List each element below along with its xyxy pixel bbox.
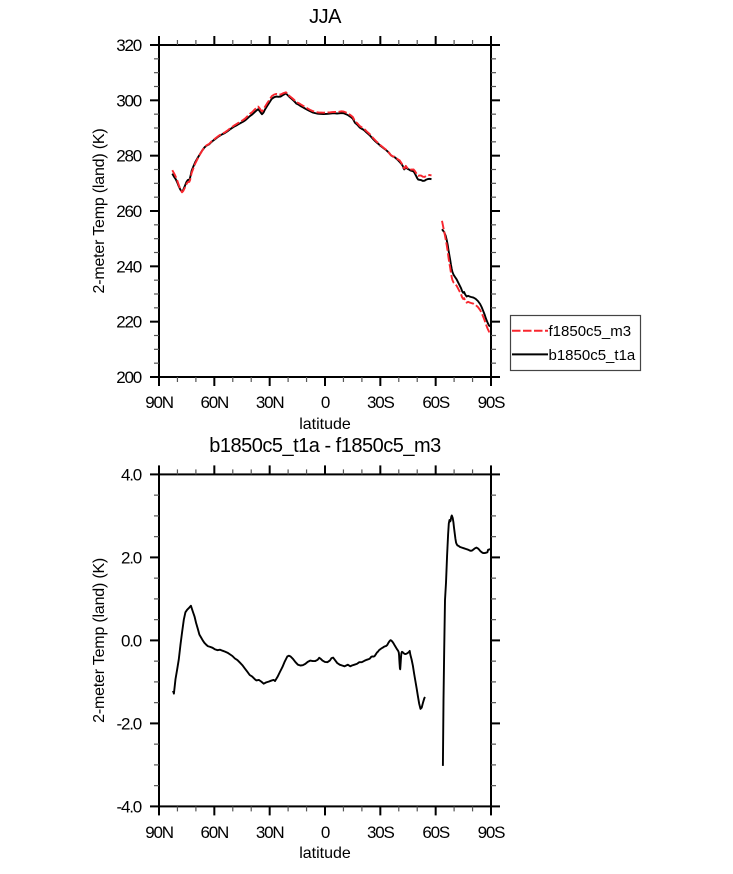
svg-text:30N: 30N: [256, 393, 284, 412]
svg-text:f1850c5_m3: f1850c5_m3: [549, 323, 632, 340]
svg-text:0: 0: [321, 823, 330, 842]
svg-text:60N: 60N: [201, 393, 229, 412]
svg-text:320: 320: [116, 36, 142, 55]
svg-text:260: 260: [116, 202, 142, 221]
svg-text:latitude: latitude: [299, 845, 351, 862]
svg-text:30S: 30S: [367, 393, 395, 412]
svg-text:30N: 30N: [256, 823, 284, 842]
svg-text:-4.0: -4.0: [117, 797, 142, 816]
svg-text:2.0: 2.0: [121, 548, 142, 567]
svg-text:2-meter Temp (land) (K): 2-meter Temp (land) (K): [91, 129, 108, 294]
svg-text:latitude: latitude: [299, 416, 351, 433]
svg-text:200: 200: [116, 368, 142, 387]
svg-text:60S: 60S: [422, 823, 450, 842]
svg-text:JJA: JJA: [309, 6, 342, 28]
svg-text:-2.0: -2.0: [117, 714, 142, 733]
svg-text:90S: 90S: [478, 393, 506, 412]
svg-text:0: 0: [321, 393, 330, 412]
svg-text:220: 220: [116, 313, 142, 332]
svg-text:90N: 90N: [145, 393, 173, 412]
svg-text:300: 300: [116, 91, 142, 110]
svg-text:280: 280: [116, 147, 142, 166]
svg-text:60S: 60S: [422, 393, 450, 412]
svg-text:60N: 60N: [201, 823, 229, 842]
svg-text:240: 240: [116, 257, 142, 276]
svg-text:b1850c5_t1a - f1850c5_m3: b1850c5_t1a - f1850c5_m3: [209, 435, 441, 457]
svg-text:90N: 90N: [145, 823, 173, 842]
svg-text:30S: 30S: [367, 823, 395, 842]
svg-text:90S: 90S: [478, 823, 506, 842]
svg-text:2-meter Temp (land) (K): 2-meter Temp (land) (K): [91, 558, 108, 723]
svg-text:0.0: 0.0: [121, 631, 142, 650]
svg-text:b1850c5_t1a: b1850c5_t1a: [549, 347, 636, 364]
svg-text:4.0: 4.0: [121, 465, 142, 484]
